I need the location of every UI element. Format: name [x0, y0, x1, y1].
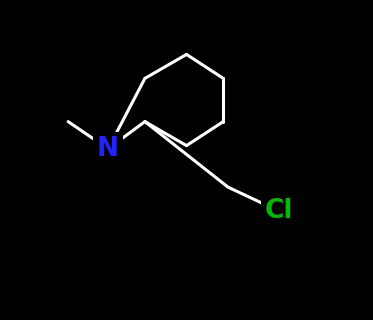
Text: N: N — [97, 136, 119, 162]
Text: Cl: Cl — [265, 198, 294, 224]
